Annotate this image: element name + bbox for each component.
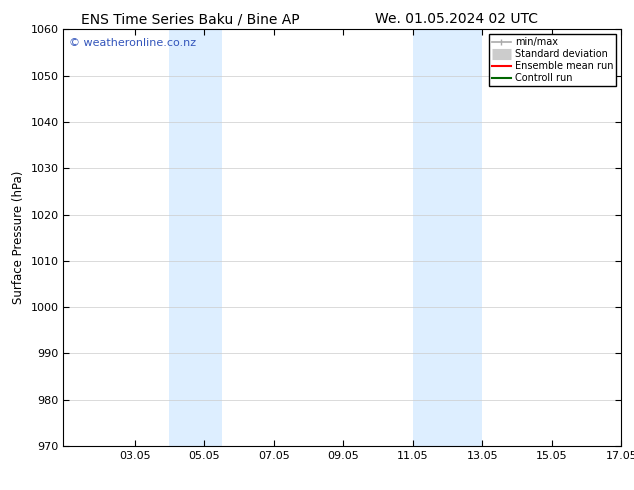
Text: ENS Time Series Baku / Bine AP: ENS Time Series Baku / Bine AP xyxy=(81,12,299,26)
Text: © weatheronline.co.nz: © weatheronline.co.nz xyxy=(69,38,196,48)
Y-axis label: Surface Pressure (hPa): Surface Pressure (hPa) xyxy=(12,171,25,304)
Text: We. 01.05.2024 02 UTC: We. 01.05.2024 02 UTC xyxy=(375,12,538,26)
Bar xyxy=(169,29,221,446)
Legend: min/max, Standard deviation, Ensemble mean run, Controll run: min/max, Standard deviation, Ensemble me… xyxy=(489,34,616,86)
Bar xyxy=(413,29,482,446)
